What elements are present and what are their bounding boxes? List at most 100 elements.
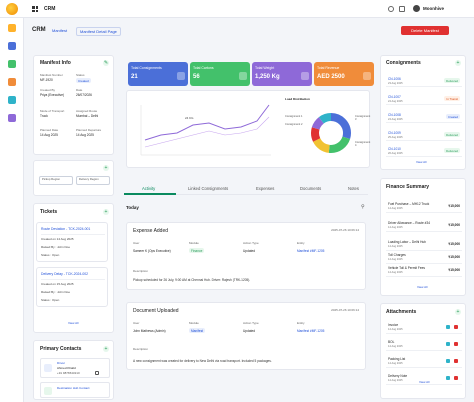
- consignment-row[interactable]: CN-1010 26 Aug 2025 Delivered: [386, 145, 462, 157]
- consignment-row[interactable]: CN-1009 25 Aug 2025 Delivered: [386, 129, 462, 141]
- contact-item[interactable]: Destination Hub Contact: [40, 382, 110, 398]
- message-icon[interactable]: [399, 6, 405, 12]
- app-logo: [6, 3, 18, 15]
- planned-departure: 14 Aug 2025: [76, 133, 94, 137]
- delete-icon[interactable]: [454, 359, 458, 363]
- ticket-status: Status : Open: [41, 298, 60, 302]
- description-label: Description: [133, 347, 149, 351]
- tab-notes[interactable]: Notes: [348, 186, 359, 191]
- user-value: Sameer K (Ops Executive): [133, 249, 171, 253]
- delivery-region-select[interactable]: Delivery Region: [76, 176, 110, 185]
- finance-row[interactable]: Fuel Purchase – MH12 Truck 14 Aug 2025 ₹…: [386, 200, 462, 213]
- consignment-row[interactable]: CN-1006 23 Aug 2025 Delivered: [386, 75, 462, 87]
- attachment-row[interactable]: Delivery Note 14 Aug 2025: [386, 372, 462, 385]
- home-icon[interactable]: [8, 24, 16, 32]
- finance-row[interactable]: Driver Allowance – Route #34 14 Aug 2025…: [386, 219, 462, 232]
- add-contact-icon[interactable]: +: [103, 346, 109, 352]
- finance-row[interactable]: Vehicle Toll & Permit Fees 14 Aug 2025 ₹…: [386, 264, 462, 277]
- stat-label: Total Consignments: [131, 66, 162, 70]
- finance-item-amount: ₹15,000: [448, 223, 460, 227]
- consignments-view-all-link[interactable]: View All: [416, 160, 427, 164]
- delete-icon[interactable]: [454, 325, 458, 329]
- finance-view-all-link[interactable]: View All: [417, 285, 428, 289]
- contact-role: Destination Hub Contact: [57, 386, 90, 390]
- view-icon[interactable]: [446, 359, 450, 363]
- stat-value: AED 2500: [317, 74, 345, 80]
- pickup-region-select[interactable]: Pickup Region: [39, 176, 73, 185]
- attachments-view-all-link[interactable]: View All: [419, 380, 430, 384]
- finance-item-amount: ₹15,000: [448, 204, 460, 208]
- edit-manifest-icon[interactable]: ✎: [103, 60, 109, 66]
- avatar[interactable]: [413, 5, 420, 12]
- add-ticket-icon[interactable]: +: [103, 209, 109, 215]
- consignment-id[interactable]: CN-1010: [388, 147, 401, 151]
- view-icon[interactable]: [446, 376, 450, 380]
- document-icon[interactable]: [8, 60, 16, 68]
- consignment-id[interactable]: CN-1009: [388, 131, 401, 135]
- tickets-view-all-link[interactable]: View All: [68, 321, 79, 325]
- entity-link[interactable]: Manifest #MF-1205: [297, 329, 325, 333]
- apps-grid-icon[interactable]: [32, 6, 38, 12]
- chart-icon[interactable]: [8, 114, 16, 122]
- consignment-id[interactable]: CN-1008: [388, 113, 401, 117]
- finance-item-title: Loading Labor – Delhi Hub: [388, 240, 426, 244]
- user-name[interactable]: Moonhive: [423, 6, 444, 11]
- consignment-row[interactable]: CN-1007 24 Aug 2025 In Transit: [386, 93, 462, 105]
- attachment-name: Delivery Note: [388, 374, 408, 378]
- add-attachment-icon[interactable]: +: [455, 309, 461, 315]
- attachment-date: 14 Aug 2025: [388, 328, 403, 331]
- view-icon[interactable]: [446, 325, 450, 329]
- action-value: Updated: [243, 249, 256, 253]
- ticket-item[interactable]: Delivery Delay - TCK-2024-002 Created on…: [36, 267, 108, 307]
- col-header: Module: [189, 321, 199, 325]
- delete-manifest-button[interactable]: Delete Manifest: [401, 26, 449, 35]
- finance-item-date: 14 Aug 2025: [388, 245, 403, 248]
- folder-icon[interactable]: [8, 78, 16, 86]
- legend-item: Consignment 3: [355, 115, 371, 121]
- stat-total-weight: Total Weight 1,250 Kg: [252, 62, 312, 86]
- ticket-item[interactable]: Route Deviation - TCK-2024-001 Created o…: [36, 222, 108, 262]
- entity-link[interactable]: Manifest #MF-1205: [297, 249, 325, 253]
- delete-icon[interactable]: [454, 376, 458, 380]
- truck-icon[interactable]: [8, 96, 16, 104]
- add-icon[interactable]: +: [103, 165, 109, 171]
- help-icon[interactable]: [388, 6, 394, 12]
- finance-row[interactable]: Loading Labor – Delhi Hub 14 Aug 2025 ₹1…: [386, 238, 462, 251]
- add-consignment-icon[interactable]: +: [455, 60, 461, 66]
- consignment-date: 24 Aug 2025: [388, 118, 403, 121]
- breadcrumb-manifest[interactable]: Manifest: [52, 28, 68, 33]
- stat-total-revenue: Total Revenue AED 2500: [314, 62, 374, 86]
- contact-item[interactable]: Driver Ahmed Khalid +91 9876543210: [40, 358, 110, 378]
- tab-linked-consignments[interactable]: Linked Consignments: [188, 186, 229, 191]
- contact-name: Ahmed Khalid: [57, 366, 76, 370]
- copy-icon[interactable]: [95, 371, 99, 375]
- filter-icon[interactable]: ⚲: [361, 204, 365, 210]
- tab-active-indicator: [124, 193, 176, 195]
- ticket-title[interactable]: Delivery Delay - TCK-2024-002: [41, 272, 89, 276]
- delete-icon[interactable]: [454, 342, 458, 346]
- ticket-title[interactable]: Route Deviation - TCK-2024-001: [41, 227, 91, 231]
- charts-card: 24 KG Load Distribution Consignment 1 Co…: [126, 90, 370, 168]
- tab-activity[interactable]: Activity: [142, 186, 156, 191]
- ticket-status: Status : Open: [41, 253, 60, 257]
- consignment-row[interactable]: CN-1008 24 Aug 2025 Created: [386, 111, 462, 123]
- tab-expenses[interactable]: Expenses: [256, 186, 275, 191]
- contact-role: Driver: [57, 361, 65, 365]
- planned-date: 14 Aug 2025: [40, 133, 58, 137]
- consignment-id[interactable]: CN-1007: [388, 95, 401, 99]
- activity-title: Document Uploaded: [133, 308, 179, 314]
- view-icon[interactable]: [446, 342, 450, 346]
- donut-title: Load Distribution: [285, 97, 310, 101]
- dashboard-icon[interactable]: [8, 42, 16, 50]
- manifest-info-card: Manifest Info ✎ Manifest Number MF-1920 …: [33, 55, 114, 155]
- tab-documents[interactable]: Documents: [300, 186, 322, 191]
- consignment-id[interactable]: CN-1006: [388, 77, 401, 81]
- created-by: Priya (Executive): [40, 93, 65, 97]
- breadcrumb-detail[interactable]: Manifest Detail Page: [76, 27, 121, 36]
- attachment-row[interactable]: BOL 14 Aug 2025: [386, 338, 462, 351]
- attachment-row[interactable]: Invoice 14 Aug 2025: [386, 321, 462, 334]
- attachment-row[interactable]: Packing List 14 Aug 2025: [386, 355, 462, 368]
- finance-row[interactable]: Toll Charges 14 Aug 2025 ₹15,000: [386, 251, 462, 264]
- line-series: [144, 104, 270, 141]
- finance-item-title: Vehicle Toll & Permit Fees: [388, 266, 425, 270]
